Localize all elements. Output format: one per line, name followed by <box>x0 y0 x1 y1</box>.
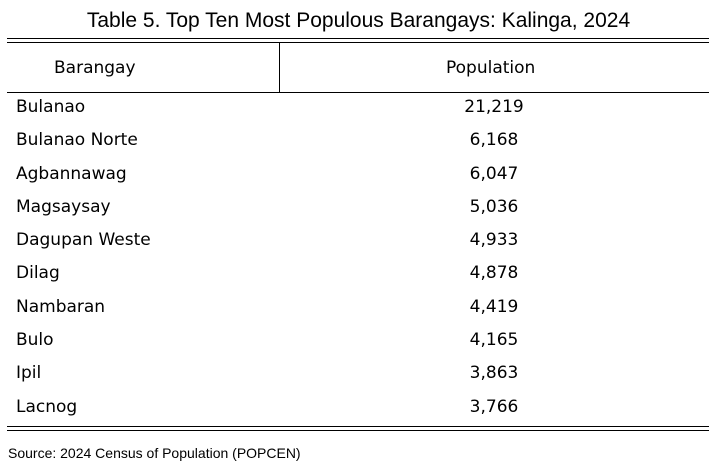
bottom-rule-inner <box>7 430 709 431</box>
barangay-cell: Dagupan Weste <box>16 230 151 251</box>
barangay-cell: Bulo <box>16 330 54 351</box>
population-cell: 3,766 <box>469 396 519 417</box>
population-cell: 4,165 <box>469 330 519 351</box>
population-cell: 4,419 <box>469 296 519 317</box>
table-row: Ipil 3,863 <box>0 361 717 394</box>
column-header-population: Population <box>446 58 536 78</box>
population-cell: 21,219 <box>464 97 524 117</box>
table-row: Dilag 4,878 <box>0 261 717 294</box>
bottom-rule <box>7 426 709 427</box>
table-row: Bulanao Norte 6,168 <box>0 128 717 161</box>
barangay-cell: Ipil <box>16 363 42 384</box>
header-rule <box>7 92 709 93</box>
barangay-cell: Bulanao Norte <box>16 130 138 151</box>
header-divider <box>279 42 280 92</box>
barangay-cell: Agbannawag <box>16 163 127 184</box>
table-row: Bulo 4,165 <box>0 328 717 361</box>
top-rule <box>7 38 709 39</box>
population-cell: 4,878 <box>469 263 519 284</box>
table-row: Nambaran 4,419 <box>0 295 717 328</box>
table-title: Table 5. Top Ten Most Populous Barangays… <box>86 9 631 32</box>
population-cell: 3,863 <box>469 363 519 384</box>
column-header-barangay: Barangay <box>54 58 136 78</box>
table-row: Dagupan Weste 4,933 <box>0 228 717 261</box>
table-body: Bulanao 21,219 Bulanao Norte 6,168 Agban… <box>0 95 717 428</box>
population-cell: 5,036 <box>469 196 519 217</box>
table-row: Magsaysay 5,036 <box>0 195 717 228</box>
top-rule-inner <box>7 42 709 43</box>
table-row: Lacnog 3,766 <box>0 395 717 428</box>
barangay-cell: Bulanao <box>16 97 86 117</box>
table-row: Agbannawag 6,047 <box>0 162 717 195</box>
barangay-cell: Magsaysay <box>16 196 111 217</box>
barangay-cell: Dilag <box>16 263 60 284</box>
barangay-cell: Nambaran <box>16 296 106 317</box>
population-cell: 6,047 <box>469 163 519 184</box>
population-cell: 4,933 <box>469 230 519 251</box>
source-note: Source: 2024 Census of Population (POPCE… <box>8 445 301 461</box>
table-row: Bulanao 21,219 <box>0 95 717 128</box>
barangay-cell: Lacnog <box>16 396 78 417</box>
population-cell: 6,168 <box>469 130 519 151</box>
